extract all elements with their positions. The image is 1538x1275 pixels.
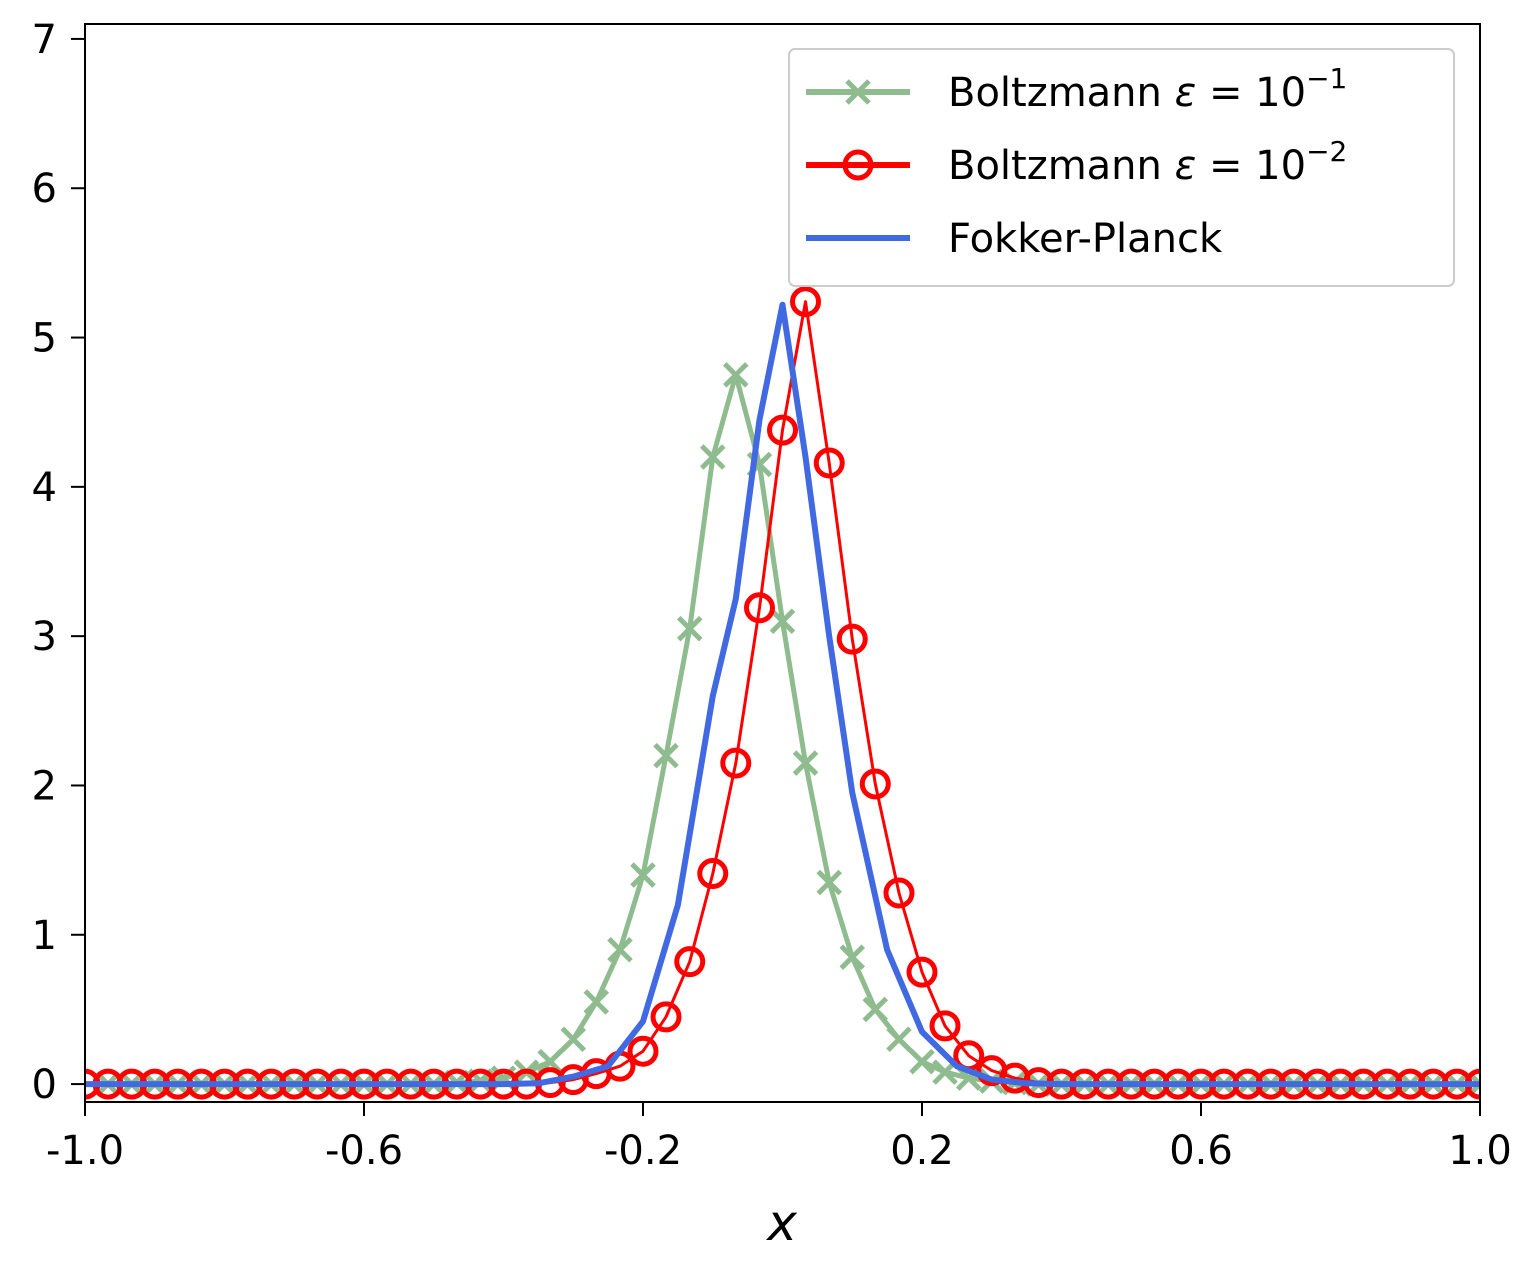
marker-x: [769, 608, 796, 634]
marker-x: [909, 1048, 935, 1075]
marker-x: [607, 936, 633, 963]
marker-circle: [720, 747, 752, 779]
marker-circle: [883, 877, 915, 909]
legend-label-part: ε: [1175, 143, 1197, 189]
axis-ticks: -1.0 -0.6 -0.2 0.2 0.6 1.0 0 1 2 3 4 5 6 7: [32, 17, 1512, 1174]
legend-label-part: = 10: [1196, 70, 1306, 116]
marker-x: [723, 362, 749, 388]
marker-x: [699, 444, 726, 470]
series-line: [85, 301, 1480, 1088]
marker-circle: [650, 1001, 682, 1033]
x-tick-label: -0.6: [325, 1128, 403, 1174]
data-series: [85, 286, 1480, 1100]
legend-label-part: −1: [1306, 62, 1347, 95]
marker-circle: [627, 1035, 659, 1067]
marker-x: [653, 742, 679, 769]
legend-label-part: Boltzmann: [948, 143, 1175, 189]
legend-label-part: Fokker-Planck: [948, 216, 1223, 262]
legend-entry: Boltzmann ε = 10−1: [806, 62, 1347, 116]
marker-x: [583, 989, 610, 1015]
marker-circle: [929, 1010, 961, 1042]
marker-circle: [813, 447, 845, 479]
y-tick-label: 2: [32, 763, 57, 809]
marker-x: [886, 1026, 912, 1053]
x-tick-label: 0.2: [890, 1128, 954, 1174]
legend-label: Fokker-Planck: [948, 216, 1223, 262]
legend-box: [788, 48, 1455, 287]
marker-circle: [906, 956, 938, 988]
y-tick-label: 6: [32, 166, 57, 212]
x-tick-label: -0.2: [604, 1128, 682, 1174]
y-tick-label: 7: [32, 17, 57, 63]
legend-entry: Boltzmann ε = 10−2: [806, 135, 1347, 189]
y-tick-label: 1: [32, 913, 57, 959]
y-tick-label: 0: [32, 1062, 57, 1108]
marker-x: [839, 944, 866, 970]
series-2: [85, 301, 1480, 1088]
legend-label-part: = 10: [1196, 143, 1306, 189]
marker-x: [816, 869, 842, 896]
marker-x: [1467, 1071, 1480, 1097]
y-tick-label: 3: [32, 614, 57, 660]
marker-x: [630, 862, 656, 888]
marker-circle: [674, 946, 706, 978]
marker-circle: [767, 414, 798, 446]
marker-x: [862, 996, 889, 1023]
legend-label-part: ε: [1175, 70, 1197, 116]
x-tick-label: 1.0: [1448, 1128, 1512, 1174]
x-axis-label: x: [765, 1194, 797, 1252]
marker-circle: [790, 286, 822, 318]
legend-label-part: −2: [1306, 135, 1347, 168]
y-tick-label: 4: [32, 465, 57, 511]
x-tick-label: -1.0: [46, 1128, 124, 1174]
legend-label: Boltzmann ε = 10−1: [948, 62, 1347, 116]
marker-x: [792, 750, 819, 776]
marker-x: [560, 1026, 587, 1053]
x-tick-label: 0.6: [1169, 1128, 1233, 1174]
marker-x: [676, 615, 703, 642]
marker-circle: [859, 768, 891, 800]
legend-label-part: Boltzmann: [948, 70, 1175, 116]
marker-circle: [842, 149, 874, 181]
legend-label: Boltzmann ε = 10−2: [948, 135, 1347, 189]
plot-frame: [84, 23, 1481, 1103]
marker-circle: [743, 592, 775, 624]
marker-circle: [697, 858, 729, 890]
marker-x: [845, 79, 871, 105]
y-tick-label: 5: [32, 316, 57, 362]
marker-circle: [836, 623, 868, 655]
legend-entry: Fokker-Planck: [806, 216, 1223, 262]
